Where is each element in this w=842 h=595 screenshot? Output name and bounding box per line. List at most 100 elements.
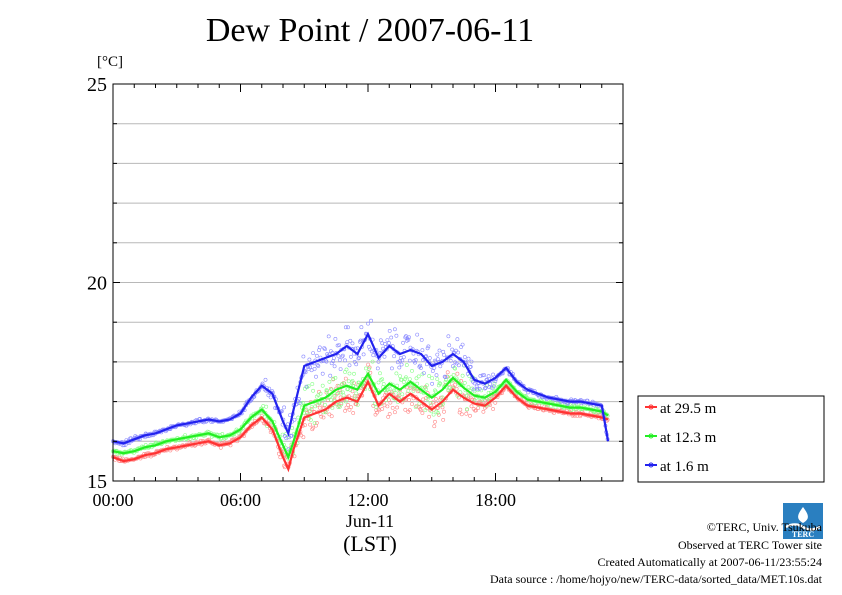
sample-point bbox=[359, 325, 364, 330]
sample-point bbox=[322, 346, 327, 351]
sample-point bbox=[433, 396, 438, 401]
y-axis-unit-label: [°C] bbox=[97, 54, 123, 70]
sample-point bbox=[399, 377, 404, 382]
sample-point bbox=[388, 400, 393, 405]
sample-point bbox=[331, 376, 336, 381]
sample-point bbox=[434, 373, 439, 378]
sample-point bbox=[324, 359, 329, 364]
sample-point bbox=[343, 376, 348, 381]
sample-point bbox=[366, 321, 371, 326]
series-line bbox=[112, 371, 609, 461]
sample-point bbox=[474, 384, 479, 389]
sample-point bbox=[380, 341, 385, 346]
sample-point bbox=[455, 371, 460, 376]
sample-point bbox=[317, 348, 321, 353]
sample-point bbox=[398, 356, 403, 360]
chart-title: Dew Point / 2007-06-11 bbox=[205, 12, 535, 49]
sample-point bbox=[301, 354, 306, 359]
sample-point bbox=[460, 342, 465, 347]
sample-point bbox=[289, 433, 294, 438]
sample-point bbox=[407, 408, 412, 413]
sample-point bbox=[338, 367, 343, 372]
sample-point bbox=[343, 408, 348, 413]
sample-point bbox=[346, 325, 350, 330]
sample-point bbox=[387, 412, 392, 416]
sample-point bbox=[390, 405, 395, 410]
sample-point bbox=[366, 366, 371, 371]
sample-point bbox=[453, 366, 458, 371]
sample-point bbox=[372, 401, 377, 406]
sample-point bbox=[490, 394, 495, 399]
sample-point bbox=[370, 359, 375, 364]
sample-point bbox=[380, 377, 385, 382]
sample-point bbox=[325, 352, 330, 357]
sample-point bbox=[385, 404, 390, 409]
sample-point bbox=[406, 337, 411, 342]
sample-point bbox=[389, 366, 394, 371]
created-timestamp-text: Created Automatically at 2007-06-11/23:5… bbox=[597, 555, 822, 569]
sample-point bbox=[328, 373, 333, 378]
sample-point bbox=[375, 366, 380, 371]
sample-point bbox=[406, 389, 411, 394]
sample-point bbox=[357, 355, 362, 360]
sample-point bbox=[352, 371, 356, 376]
sample-point bbox=[477, 386, 482, 391]
sample-point bbox=[459, 412, 464, 417]
sample-point bbox=[446, 388, 451, 393]
sample-point bbox=[324, 388, 329, 393]
sample-point bbox=[328, 386, 333, 391]
sample-point bbox=[456, 363, 461, 368]
sample-point bbox=[323, 402, 327, 407]
y-tick-label: 20 bbox=[87, 273, 107, 295]
sample-point bbox=[335, 343, 340, 348]
sample-point bbox=[314, 353, 319, 358]
sample-point bbox=[385, 338, 390, 343]
sample-point bbox=[297, 401, 302, 405]
sample-point bbox=[306, 416, 311, 421]
sample-point bbox=[319, 414, 324, 419]
sample-point bbox=[344, 367, 349, 372]
sample-point bbox=[424, 383, 429, 388]
sample-point bbox=[397, 365, 402, 370]
sample-point bbox=[420, 411, 425, 415]
sample-point bbox=[328, 397, 333, 402]
sample-point bbox=[430, 381, 435, 386]
sample-point bbox=[443, 375, 448, 380]
sample-point bbox=[396, 391, 401, 396]
sample-point bbox=[482, 386, 487, 391]
sample-point bbox=[378, 371, 382, 376]
sample-point bbox=[343, 358, 348, 363]
sample-point bbox=[323, 347, 327, 352]
sample-point bbox=[423, 408, 428, 412]
sample-point bbox=[432, 424, 437, 429]
sample-point bbox=[456, 350, 461, 355]
sample-point bbox=[450, 364, 455, 369]
sample-point bbox=[425, 397, 430, 401]
sample-point bbox=[317, 345, 322, 350]
sample-point bbox=[442, 409, 446, 414]
sample-point bbox=[393, 388, 398, 393]
sample-point bbox=[343, 399, 348, 404]
sample-point bbox=[378, 338, 383, 343]
sample-point bbox=[493, 379, 498, 384]
sample-point bbox=[304, 407, 309, 412]
sample-point bbox=[482, 373, 487, 378]
sample-point bbox=[428, 401, 433, 405]
sample-point bbox=[374, 405, 379, 410]
sample-point bbox=[446, 334, 451, 339]
sample-point bbox=[408, 383, 413, 388]
sample-point bbox=[387, 386, 392, 391]
logo-text: TERC bbox=[792, 530, 814, 539]
x-axis-date-label: Jun-11 bbox=[346, 511, 394, 531]
sample-point bbox=[442, 352, 446, 357]
sample-point bbox=[429, 403, 434, 408]
sample-point bbox=[314, 374, 318, 379]
sample-point bbox=[386, 414, 391, 419]
sample-point bbox=[330, 405, 335, 410]
sample-point bbox=[493, 400, 498, 405]
sample-point bbox=[465, 407, 469, 412]
sample-point bbox=[339, 402, 344, 407]
sample-point bbox=[311, 425, 316, 430]
sample-point bbox=[331, 393, 336, 398]
sample-point bbox=[309, 405, 314, 410]
